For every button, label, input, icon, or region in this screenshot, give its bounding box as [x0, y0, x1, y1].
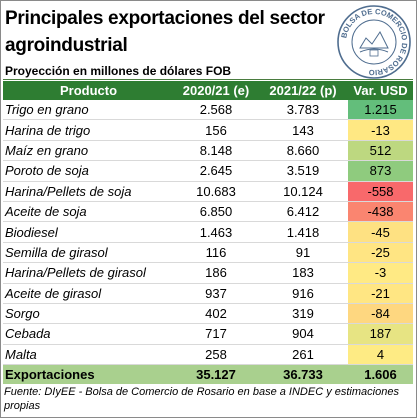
cell-2021-22: 6.412 [258, 201, 348, 223]
table-row: Malta 258 261 4 [3, 344, 413, 366]
table-row: Aceite de soja 6.850 6.412 -438 [3, 201, 413, 223]
table-row: Biodiesel 1.463 1.418 -45 [3, 221, 413, 243]
cell-var-usd: -13 [348, 119, 413, 141]
cell-2020-21: 8.148 [174, 140, 258, 162]
cell-2020-21: 402 [174, 303, 258, 325]
cell-2020-21: 186 [174, 262, 258, 284]
cell-2020-21: 6.850 [174, 201, 258, 223]
cell-var-usd: -438 [348, 201, 413, 223]
cell-2020-21: 116 [174, 242, 258, 264]
table-row: Sorgo 402 319 -84 [3, 303, 413, 325]
column-header-producto: Producto [3, 81, 174, 100]
cell-producto: Harina/Pellets de soja [3, 181, 174, 202]
cell-var-usd: 1.215 [348, 100, 413, 121]
cell-producto: Sorgo [3, 303, 174, 325]
cell-2021-22: 3.783 [258, 100, 348, 121]
cell-2020-21: 937 [174, 283, 258, 304]
cell-producto: Trigo en grano [3, 100, 174, 121]
cell-producto: Semilla de girasol [3, 242, 174, 264]
cell-2021-22: 8.660 [258, 140, 348, 162]
table-row: Harina/Pellets de girasol 186 183 -3 [3, 262, 413, 284]
cell-2021-22: 143 [258, 119, 348, 141]
cell-2020-21: 258 [174, 344, 258, 366]
top-rule [3, 79, 413, 80]
table-row: Harina de trigo 156 143 -13 [3, 119, 413, 141]
cell-var-usd: -21 [348, 283, 413, 304]
table-row: Semilla de girasol 116 91 -25 [3, 242, 413, 264]
total-2021-22: 36.733 [258, 364, 348, 385]
cell-producto: Aceite de girasol [3, 283, 174, 304]
cell-var-usd: -25 [348, 242, 413, 264]
bcr-seal-logo: BOLSA DE COMERCIO DE ROSARIO [337, 5, 411, 79]
cell-producto: Harina de trigo [3, 119, 174, 141]
cell-2021-22: 183 [258, 262, 348, 284]
cell-2020-21: 10.683 [174, 181, 258, 202]
cell-var-usd: -45 [348, 221, 413, 243]
chart-title-line2: agroindustrial [5, 35, 128, 56]
cell-2020-21: 2.568 [174, 100, 258, 121]
cell-2020-21: 1.463 [174, 221, 258, 243]
cell-2020-21: 717 [174, 323, 258, 345]
cell-2020-21: 2.645 [174, 160, 258, 182]
source-footnote: Fuente: DIyEE - Bolsa de Comercio de Ros… [4, 386, 399, 412]
chart-subtitle: Proyección en millones de dólares FOB [5, 64, 232, 78]
cell-2021-22: 319 [258, 303, 348, 325]
cell-producto: Aceite de soja [3, 201, 174, 223]
exports-table: Producto 2020/21 (e) 2021/22 (p) Var. US… [3, 81, 413, 385]
cell-producto: Biodiesel [3, 221, 174, 243]
svg-text:BOLSA DE COMERCIO DE ROSARIO: BOLSA DE COMERCIO DE ROSARIO [339, 7, 409, 77]
cell-var-usd: 4 [348, 344, 413, 366]
table-row: Poroto de soja 2.645 3.519 873 [3, 160, 413, 182]
cell-2021-22: 261 [258, 344, 348, 366]
column-header-2020-21: 2020/21 (e) [174, 81, 258, 100]
total-var-usd: 1.606 [348, 364, 413, 385]
cell-2021-22: 916 [258, 283, 348, 304]
cell-var-usd: 512 [348, 140, 413, 162]
table-row: Maíz en grano 8.148 8.660 512 [3, 140, 413, 162]
cell-producto: Cebada [3, 323, 174, 345]
table-row: Aceite de girasol 937 916 -21 [3, 283, 413, 304]
cell-producto: Poroto de soja [3, 160, 174, 182]
cell-producto: Malta [3, 344, 174, 366]
cell-var-usd: -558 [348, 181, 413, 202]
table-row: Trigo en grano 2.568 3.783 1.215 [3, 100, 413, 121]
table-body: Trigo en grano 2.568 3.783 1.215 Harina de t… [3, 100, 413, 385]
table-row: Cebada 717 904 187 [3, 323, 413, 345]
cell-producto: Harina/Pellets de girasol [3, 262, 174, 284]
cell-var-usd: 873 [348, 160, 413, 182]
cell-2021-22: 1.418 [258, 221, 348, 243]
table-header-row: Producto 2020/21 (e) 2021/22 (p) Var. US… [3, 81, 413, 100]
cell-2020-21: 156 [174, 119, 258, 141]
cell-2021-22: 91 [258, 242, 348, 264]
seal-text: BOLSA DE COMERCIO DE ROSARIO [339, 7, 409, 77]
column-header-var-usd: Var. USD [348, 81, 413, 100]
column-header-2021-22: 2021/22 (p) [258, 81, 348, 100]
cell-var-usd: -3 [348, 262, 413, 284]
cell-2021-22: 10.124 [258, 181, 348, 202]
total-2020-21: 35.127 [174, 364, 258, 385]
cell-2021-22: 904 [258, 323, 348, 345]
total-label: Exportaciones [3, 364, 174, 385]
table-row: Harina/Pellets de soja 10.683 10.124 -558 [3, 181, 413, 202]
chart-title-line1: Principales exportaciones del sector [5, 8, 325, 29]
cell-producto: Maíz en grano [3, 140, 174, 162]
cell-var-usd: -84 [348, 303, 413, 325]
cell-var-usd: 187 [348, 323, 413, 345]
cell-2021-22: 3.519 [258, 160, 348, 182]
total-row: Exportaciones 35.127 36.733 1.606 [3, 364, 413, 385]
